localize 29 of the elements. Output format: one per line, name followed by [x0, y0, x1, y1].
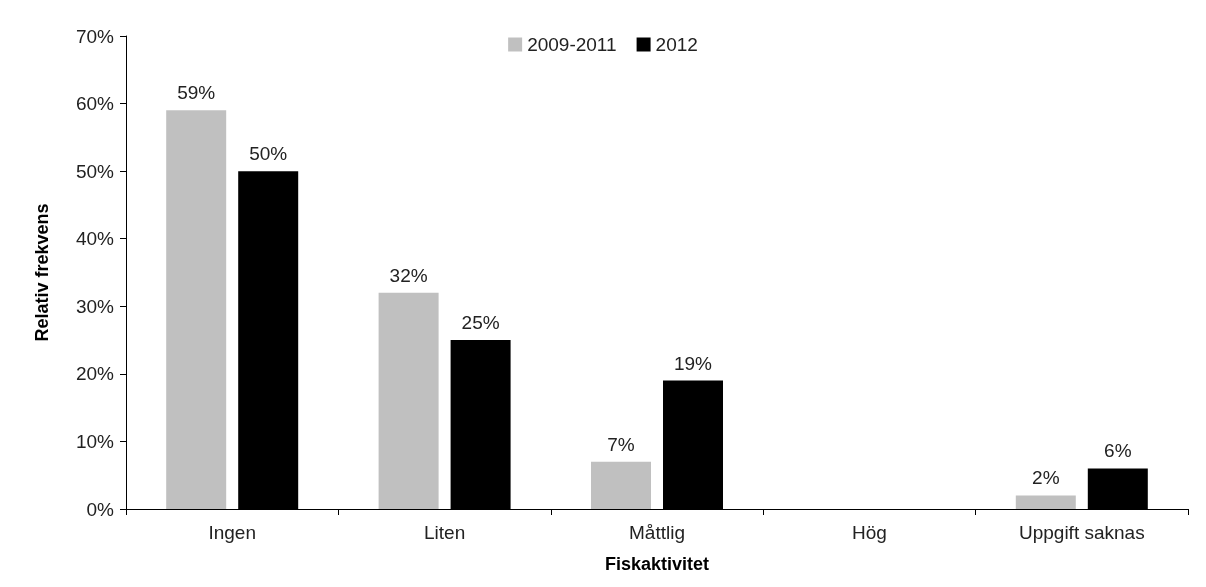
data-label: 2%	[1032, 467, 1060, 489]
legend-label: 2009-2011	[527, 34, 617, 55]
y-tick-label: 20%	[75, 363, 115, 385]
x-tick-label: Måttlig	[629, 522, 685, 543]
bar	[1015, 495, 1076, 509]
y-tick-label: 50%	[75, 160, 115, 182]
x-tick-label: Liten	[424, 522, 466, 543]
y-axis-title: Relativ frekvens	[32, 203, 52, 342]
y-tick-label: 60%	[75, 93, 115, 115]
data-label: 6%	[1104, 440, 1132, 462]
data-label: 19%	[673, 352, 713, 374]
y-tick-label: 30%	[75, 295, 115, 317]
y-tick-label: 0%	[86, 498, 115, 520]
y-tick-label: 70%	[75, 25, 115, 47]
data-label: 59%	[177, 82, 216, 104]
x-tick-label: Ingen	[208, 522, 256, 543]
bar	[166, 110, 227, 509]
bar	[378, 292, 439, 509]
data-label: 25%	[461, 312, 500, 334]
x-tick-label: Hög	[851, 522, 887, 543]
legend-label: 2012	[655, 34, 698, 55]
x-tick-label: Uppgift saknas	[1018, 522, 1145, 543]
data-label: 50%	[249, 143, 288, 165]
data-label: 32%	[389, 264, 428, 286]
data-label: 7%	[607, 433, 635, 455]
y-tick-label: 40%	[75, 228, 115, 250]
y-tick-label: 10%	[75, 430, 115, 452]
x-axis-title: Fiskaktivitet	[604, 554, 710, 574]
bar	[591, 461, 651, 509]
